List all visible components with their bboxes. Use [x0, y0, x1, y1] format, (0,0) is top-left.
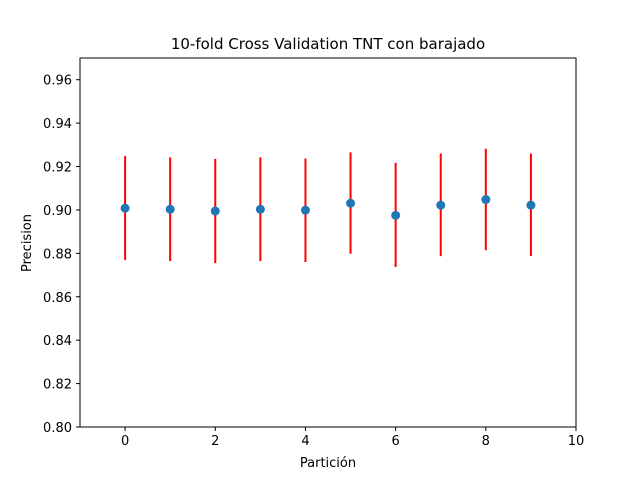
y-axis-label: Precision — [20, 214, 35, 272]
data-point — [255, 204, 265, 214]
x-tick-label: 0 — [121, 434, 129, 449]
data-point — [210, 206, 220, 216]
data-point — [120, 203, 130, 213]
plot-frame — [79, 57, 577, 428]
y-tick-label: 0.80 — [43, 421, 72, 436]
chart-title: 10-fold Cross Validation TNT con barajad… — [171, 35, 485, 53]
data-point — [391, 210, 401, 220]
y-tick-label: 0.92 — [43, 161, 72, 176]
x-tick-label: 8 — [482, 434, 490, 449]
data-point — [300, 205, 310, 215]
y-tick-label: 0.90 — [43, 204, 72, 219]
x-tick-label: 10 — [568, 434, 585, 449]
data-point — [526, 200, 536, 210]
y-tick-label: 0.96 — [43, 74, 72, 89]
x-axis-label: Partición — [300, 456, 356, 471]
y-tick-label: 0.86 — [43, 291, 72, 306]
x-tick-label: 6 — [391, 434, 399, 449]
x-tick-label: 4 — [301, 434, 309, 449]
y-tick-label: 0.88 — [43, 247, 72, 262]
y-tick-label: 0.94 — [43, 117, 72, 132]
plot-area: 0 2 4 6 8 10 0.80 0.82 0.84 0.86 0.88 0.90 0.92 0.94 0… — [43, 57, 585, 449]
data-point — [481, 195, 491, 205]
data-point — [165, 204, 175, 214]
x-tick-label: 2 — [211, 434, 219, 449]
y-tick-label: 0.82 — [43, 378, 72, 393]
data-point — [346, 198, 356, 208]
data-point — [436, 200, 446, 210]
y-tick-label: 0.84 — [43, 334, 72, 349]
